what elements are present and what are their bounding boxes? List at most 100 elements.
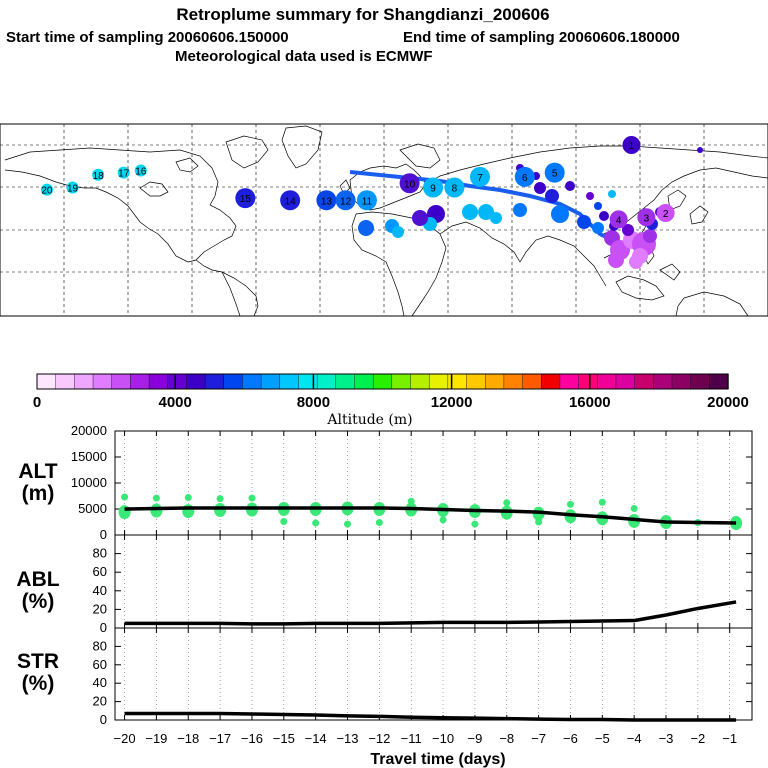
x-tick-label: −5	[595, 731, 610, 746]
panel-frame	[114, 430, 753, 536]
end-time-label: End time of sampling 20060606.180000	[403, 29, 680, 46]
plume-day-label: 18	[93, 171, 105, 182]
y-tick-label: 0	[100, 527, 107, 542]
plume-dispersion-dot	[545, 189, 559, 203]
y-tick-label: 80	[93, 546, 107, 561]
colorbar-cell	[186, 373, 206, 390]
colorbar-cell	[298, 373, 318, 390]
plume-day-marker	[544, 162, 565, 183]
colorbar-cell	[372, 373, 393, 390]
colorbar-cell	[391, 373, 412, 390]
y-tick-label: 60	[93, 564, 107, 579]
plume-dispersion-dot	[412, 210, 428, 226]
y-tick-label: 0	[100, 712, 107, 727]
alt-scatter-point	[535, 518, 543, 526]
colorbar-cell	[522, 373, 542, 390]
alt-panel-label: ALT	[18, 460, 57, 483]
plume-day-label: 2	[663, 209, 669, 220]
colorbar-cell	[167, 373, 188, 390]
alt-scatter-point	[471, 520, 479, 528]
abl-panel-unit: (%)	[22, 590, 55, 613]
y-tick-label: 10000	[71, 475, 107, 490]
y-tick-label: 40	[93, 583, 107, 598]
x-tick-label: −6	[563, 731, 578, 746]
alt-scatter-point	[630, 504, 638, 512]
colorbar-tick-label: 16000	[569, 394, 611, 411]
plume-day-marker	[40, 183, 53, 196]
alt-scatter-point	[182, 504, 195, 519]
plume-dispersion-dot	[358, 220, 374, 236]
series-line	[124, 711, 737, 722]
plume-day-label: 4	[616, 215, 622, 226]
str-panel-label: STR	[17, 650, 59, 673]
plume-dispersion-dot	[599, 211, 609, 221]
plume-day-marker	[637, 208, 656, 227]
x-tick-label: −13	[336, 731, 358, 746]
plume-day-marker	[66, 181, 79, 194]
colorbar-cell	[466, 373, 486, 390]
x-tick-label: −16	[241, 731, 263, 746]
x-tick-label: −9	[467, 731, 482, 746]
plume-day-label: 5	[552, 169, 558, 180]
plume-day-marker	[399, 173, 420, 194]
alt-panel: 0 5000 10000 15000 20000	[71, 423, 753, 542]
x-tick-label: −12	[368, 731, 390, 746]
colorbar-cell	[92, 373, 113, 390]
world-map: 20 19 18 17 16 15 14 13 12 11 10 9 8 7 6 5 4 3 2 1	[0, 123, 768, 317]
plume-dispersion-dot	[592, 222, 604, 234]
alt-scatter-point	[312, 519, 320, 527]
y-tick-label: 20000	[71, 423, 107, 438]
colorbar-cell	[615, 373, 636, 390]
plume-day-marker	[622, 136, 641, 154]
plume-dispersion-dot	[392, 226, 404, 238]
plume-day-label: 10	[404, 179, 416, 190]
colorbar-cell	[447, 373, 468, 390]
plume-day-marker	[235, 188, 256, 209]
abl-panel: 0 20 40 60 80	[93, 534, 753, 635]
plume-day-marker	[444, 177, 465, 198]
plume-day-marker	[609, 210, 628, 229]
colorbar-cell	[148, 373, 169, 390]
alt-scatter-point	[407, 497, 415, 505]
plume-day-label: 13	[321, 196, 333, 207]
colorbar-cell	[653, 373, 673, 390]
colorbar-frame	[36, 373, 729, 390]
plume-day-marker	[134, 164, 147, 177]
x-tick-label: −11	[401, 731, 422, 746]
plume-day-marker	[356, 190, 377, 211]
plume-day-label: 7	[477, 173, 483, 184]
colorbar-cell	[428, 373, 449, 390]
plume-day-label: 9	[430, 184, 436, 195]
colorbar-tick-label: 20000	[707, 394, 749, 411]
plume-dispersion-dot	[608, 252, 624, 268]
colorbar-cell	[223, 373, 244, 390]
plume-dispersion-dot	[565, 181, 575, 191]
colorbar-cell	[578, 373, 598, 390]
x-tick-label: −17	[209, 731, 231, 746]
alt-scatter-point	[344, 520, 352, 528]
plume-day-marker	[470, 166, 490, 187]
plume-dispersion-dot	[586, 192, 594, 200]
colorbar-cell	[597, 373, 617, 390]
plume-day-label: 8	[452, 184, 458, 195]
plume-day-label: 3	[644, 213, 650, 224]
plume-dispersion-dot	[643, 229, 657, 243]
colorbar-cell	[260, 373, 281, 390]
str-panel-unit: (%)	[22, 672, 55, 695]
plume-day-marker	[316, 190, 337, 211]
x-tick-label: −1	[722, 731, 737, 746]
y-tick-label: 20	[93, 694, 107, 709]
colorbar-cell	[316, 373, 337, 390]
panel-frame	[114, 627, 753, 721]
y-tick-label: 15000	[71, 449, 107, 464]
alt-scatter-point	[152, 494, 160, 502]
plume-day-label: 1	[629, 141, 635, 152]
x-tick-label: −19	[145, 731, 167, 746]
plume-dispersion-dot	[513, 203, 527, 217]
alt-scatter-point	[280, 517, 288, 525]
plume-markers: 20 19 18 17 16 15 14 13 12 11 10 9 8 7 6 5 4 3 2 1	[40, 136, 703, 269]
colorbar-cell	[690, 373, 711, 390]
plume-dispersion-dot	[622, 224, 634, 236]
x-tick-label: −8	[499, 731, 514, 746]
plume-day-marker	[656, 204, 675, 222]
